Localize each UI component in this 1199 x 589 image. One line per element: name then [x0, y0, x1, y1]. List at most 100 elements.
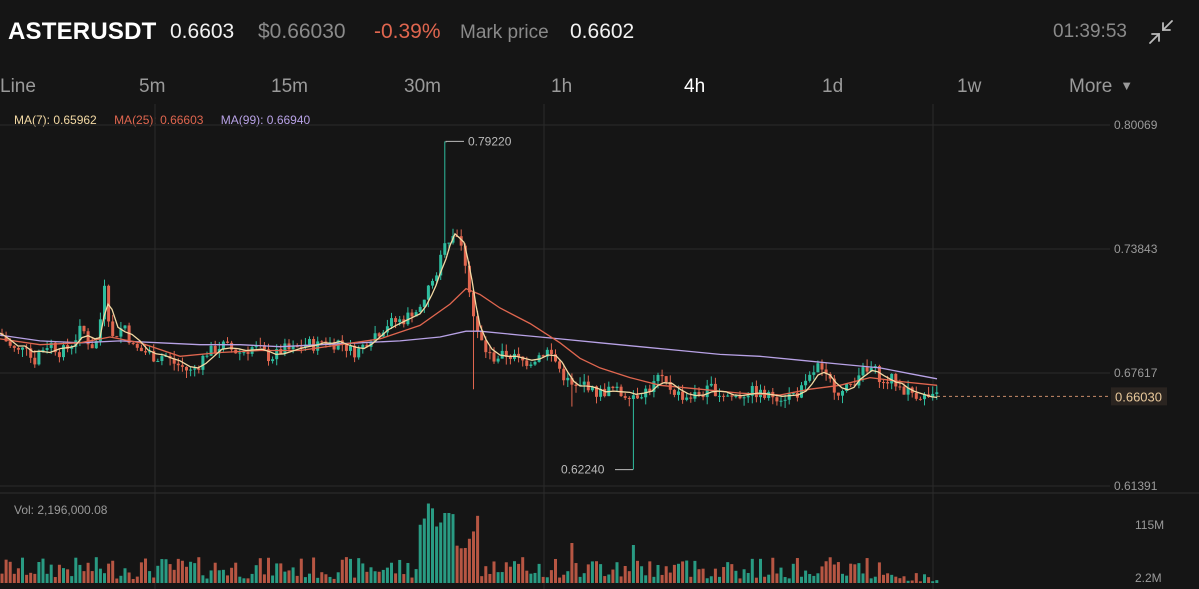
candle-body	[398, 319, 402, 323]
candle-body	[672, 389, 676, 395]
volume-bar	[258, 558, 262, 583]
volume-bar	[119, 575, 123, 583]
candle-body	[70, 346, 74, 349]
candle-body	[640, 397, 644, 399]
candle-body	[890, 373, 894, 384]
volume-bar	[381, 569, 385, 583]
candle-body	[29, 348, 33, 358]
candle-body	[98, 319, 102, 342]
volume-bar	[935, 580, 939, 583]
volume-bar	[849, 563, 853, 583]
candle-body	[804, 380, 808, 386]
candle-body	[574, 384, 578, 386]
high-marker-line	[445, 140, 464, 143]
tab-30m[interactable]: 30m	[404, 76, 441, 97]
candle-body	[308, 339, 311, 345]
volume-bar	[677, 563, 680, 583]
tab-1w[interactable]: 1w	[957, 76, 982, 97]
candle-body	[8, 341, 12, 346]
candle-body	[648, 388, 652, 392]
mark-price-label: Mark price	[460, 22, 549, 43]
volume-bar	[123, 568, 127, 583]
tab-1h[interactable]: 1h	[551, 76, 573, 97]
candle-body	[726, 395, 730, 397]
volume-bar	[242, 578, 246, 583]
last-price: 0.6603	[170, 20, 235, 43]
tab-4h[interactable]: 4h	[684, 76, 706, 97]
symbol-title[interactable]: ASTERUSDT	[8, 18, 157, 45]
volume-bar	[652, 576, 656, 583]
volume-bar	[283, 571, 287, 583]
volume-bar	[78, 564, 82, 583]
candle-body	[176, 363, 180, 366]
tab-5m[interactable]: 5m	[139, 76, 166, 97]
volume-bar	[439, 522, 443, 583]
volume-bar	[111, 560, 115, 583]
candle-body	[189, 369, 193, 371]
candle-body	[742, 397, 746, 399]
candle-body	[791, 392, 795, 394]
tab-more[interactable]: More ▼	[1069, 76, 1133, 98]
volume-bar	[517, 563, 521, 583]
volume-bar	[627, 571, 631, 583]
candle-body	[57, 352, 61, 358]
tab-15m[interactable]: 15m	[271, 76, 308, 97]
volume-bar	[156, 565, 160, 583]
volume-bar	[115, 578, 119, 583]
candle-body	[443, 243, 447, 255]
volume-bar	[726, 562, 730, 583]
volume-bar	[168, 564, 172, 583]
caret-down-icon: ▼	[1120, 78, 1134, 93]
candle-body	[754, 386, 758, 398]
tab-1d[interactable]: 1d	[822, 76, 844, 97]
volume-bar	[611, 569, 615, 583]
collapse-arrows-icon[interactable]	[1146, 17, 1176, 47]
candle-body	[422, 299, 426, 307]
candlestick-chart[interactable]: 0.80069 0.73843 0.67617 0.61391 0.66030 0.792…	[0, 104, 1199, 589]
candle-body	[476, 316, 480, 331]
volume-bar	[160, 559, 164, 583]
volume-bar	[853, 564, 857, 583]
candle-body	[447, 242, 451, 244]
candle-body	[418, 306, 422, 313]
candle-body	[16, 347, 20, 350]
volume-bar	[689, 576, 693, 583]
volume-bar	[832, 564, 836, 583]
volume-bar	[426, 503, 430, 583]
volume-bar	[238, 576, 242, 583]
clock-time: 01:39:53	[1053, 21, 1127, 42]
tab-line[interactable]: Line	[0, 76, 36, 97]
candle-body	[53, 342, 57, 353]
volume-bar	[262, 574, 266, 583]
candle-body	[394, 318, 398, 323]
volume-bar	[857, 563, 861, 583]
candle-body	[492, 352, 496, 362]
usd-price: $0.66030	[258, 20, 346, 43]
volume-bar	[845, 575, 849, 583]
volume-bar	[615, 562, 619, 583]
candle-body	[582, 381, 586, 385]
volume-bar	[49, 564, 53, 583]
candle-body	[882, 382, 885, 384]
candle-body	[37, 352, 41, 365]
volume-bar	[763, 576, 767, 583]
volume-bar	[697, 569, 701, 583]
volume-bar	[45, 573, 49, 583]
volume-bar	[66, 569, 70, 583]
volume-bar	[365, 571, 369, 583]
volume-bar	[185, 566, 188, 583]
price-tick-label: 0.80069	[1114, 118, 1158, 132]
candle-body	[78, 325, 82, 341]
candle-body	[677, 391, 680, 395]
candle-body	[681, 391, 685, 400]
candle-body	[82, 325, 86, 332]
volume-bar	[562, 574, 566, 583]
volume-bar	[882, 574, 885, 583]
ticker-header: ASTERUSDT 0.6603 $0.66030 -0.39% Mark pr…	[0, 0, 1199, 64]
volume-bar	[693, 560, 697, 583]
volume-bar	[410, 577, 414, 583]
volume-bar	[537, 563, 541, 583]
candle-body	[841, 391, 844, 396]
volume-bar	[312, 557, 316, 583]
interval-tabs: Line 5m 15m 30m 1h 4h 1d 1w More ▼	[0, 72, 1199, 104]
